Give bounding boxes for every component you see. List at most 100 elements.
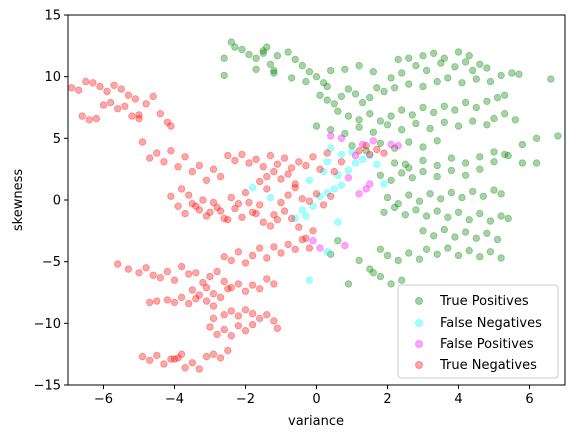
point-true-negatives-185: [209, 350, 218, 358]
point-true-negatives-188: [170, 355, 179, 363]
point-true-positives-38: [387, 74, 395, 82]
point-true-negatives-142: [270, 280, 278, 288]
point-true-positives-50: [419, 52, 427, 60]
point-true-negatives-165: [270, 317, 278, 325]
point-true-positives-185: [504, 214, 512, 223]
x-axis-label: variance: [288, 414, 344, 429]
point-true-negatives-106: [380, 149, 388, 157]
point-true-positives-75: [419, 103, 427, 112]
point-true-negatives-170: [220, 325, 228, 334]
point-false-negatives-18: [305, 276, 314, 284]
point-true-positives-105: [419, 143, 427, 151]
point-true-negatives-180: [174, 354, 182, 362]
point-true-positives-22: [302, 77, 310, 86]
point-true-negatives-110: [135, 269, 143, 277]
point-true-negatives-73: [312, 190, 321, 198]
legend-label-true-negatives: True Negatives: [439, 358, 537, 373]
point-true-positives-12: [273, 52, 282, 60]
point-true-positives-8: [270, 66, 278, 75]
point-true-positives-115: [461, 159, 470, 167]
point-true-negatives-125: [241, 259, 250, 267]
point-true-negatives-116: [177, 262, 186, 271]
point-true-negatives-135: [220, 277, 228, 286]
point-true-negatives-25: [138, 138, 147, 146]
point-true-positives-61: [472, 75, 480, 83]
point-true-positives-83: [501, 91, 509, 99]
point-true-positives-33: [380, 87, 388, 96]
point-true-negatives-178: [160, 360, 168, 368]
point-true-positives-15: [298, 61, 306, 70]
point-true-negatives-109: [124, 265, 133, 273]
point-false-negatives-15: [366, 151, 374, 160]
point-true-positives-70: [366, 109, 374, 118]
point-true-negatives-173: [241, 327, 250, 335]
point-true-positives-18: [319, 79, 328, 87]
point-true-positives-20: [270, 69, 278, 77]
point-false-positives-4: [351, 151, 360, 160]
y-tick-label-15: 15: [44, 9, 61, 24]
point-true-negatives-91: [273, 215, 282, 224]
point-true-positives-76: [430, 108, 438, 117]
point-true-negatives-45: [280, 154, 289, 162]
point-true-negatives-161: [241, 306, 250, 314]
point-true-positives-21: [287, 74, 296, 82]
point-true-positives-160: [461, 228, 470, 236]
point-true-positives-104: [405, 138, 413, 146]
point-true-positives-45: [469, 66, 477, 75]
point-true-positives-36: [355, 61, 363, 70]
point-true-negatives-172: [234, 322, 243, 330]
point-true-negatives-40: [245, 159, 253, 167]
point-true-negatives-102: [291, 180, 299, 188]
point-true-negatives-121: [213, 267, 221, 276]
point-true-negatives-89: [259, 218, 267, 226]
point-true-negatives-27: [153, 149, 161, 157]
point-true-negatives-168: [206, 323, 214, 331]
point-true-negatives-64: [248, 208, 257, 216]
point-true-negatives-69: [284, 191, 292, 199]
point-true-positives-86: [341, 129, 349, 138]
point-true-positives-162: [483, 229, 491, 237]
point-true-negatives-87: [245, 198, 253, 207]
y-tick-label-10: 10: [44, 70, 61, 85]
point-false-negatives-1: [266, 193, 275, 202]
point-true-negatives-9: [131, 95, 140, 103]
legend-marker-true-negatives: [415, 361, 423, 369]
y-axis-label: skewness: [11, 169, 26, 231]
point-true-negatives-53: [337, 158, 346, 166]
point-true-positives-56: [405, 80, 413, 88]
point-true-positives-186: [376, 245, 385, 253]
point-true-negatives-31: [181, 153, 189, 161]
point-true-negatives-5: [103, 87, 111, 96]
legend-label-true-positives: True Positives: [439, 294, 529, 309]
point-true-positives-110: [390, 159, 399, 167]
point-true-negatives-54: [177, 185, 186, 193]
point-false-positives-2: [369, 137, 377, 145]
point-true-positives-39: [398, 69, 406, 77]
point-true-negatives-154: [184, 299, 193, 308]
point-false-positives-8: [316, 244, 324, 252]
point-true-positives-13: [284, 48, 292, 56]
point-false-negatives-11: [358, 155, 367, 163]
point-true-positives-60: [458, 79, 466, 87]
point-true-negatives-175: [138, 352, 147, 361]
legend-marker-true-positives: [415, 297, 423, 305]
point-false-negatives-2: [298, 206, 306, 214]
point-true-negatives-26: [145, 154, 154, 162]
point-true-negatives-12: [92, 114, 101, 123]
x-tick-label-0: 0: [312, 392, 320, 407]
point-true-negatives-82: [209, 198, 218, 207]
y-tick-label--15: −15: [34, 379, 61, 394]
point-true-negatives-11: [85, 116, 93, 124]
point-true-positives-85: [327, 125, 335, 134]
point-true-positives-84: [312, 122, 321, 130]
point-true-positives-17: [312, 72, 321, 81]
point-true-positives-99: [511, 116, 519, 124]
point-true-positives-187: [401, 160, 409, 168]
point-true-negatives-93: [287, 214, 296, 223]
point-true-positives-174: [405, 249, 413, 257]
point-true-negatives-34: [202, 176, 211, 184]
point-true-positives-151: [454, 208, 463, 216]
point-true-negatives-60: [220, 214, 228, 223]
point-true-negatives-6: [110, 81, 118, 89]
